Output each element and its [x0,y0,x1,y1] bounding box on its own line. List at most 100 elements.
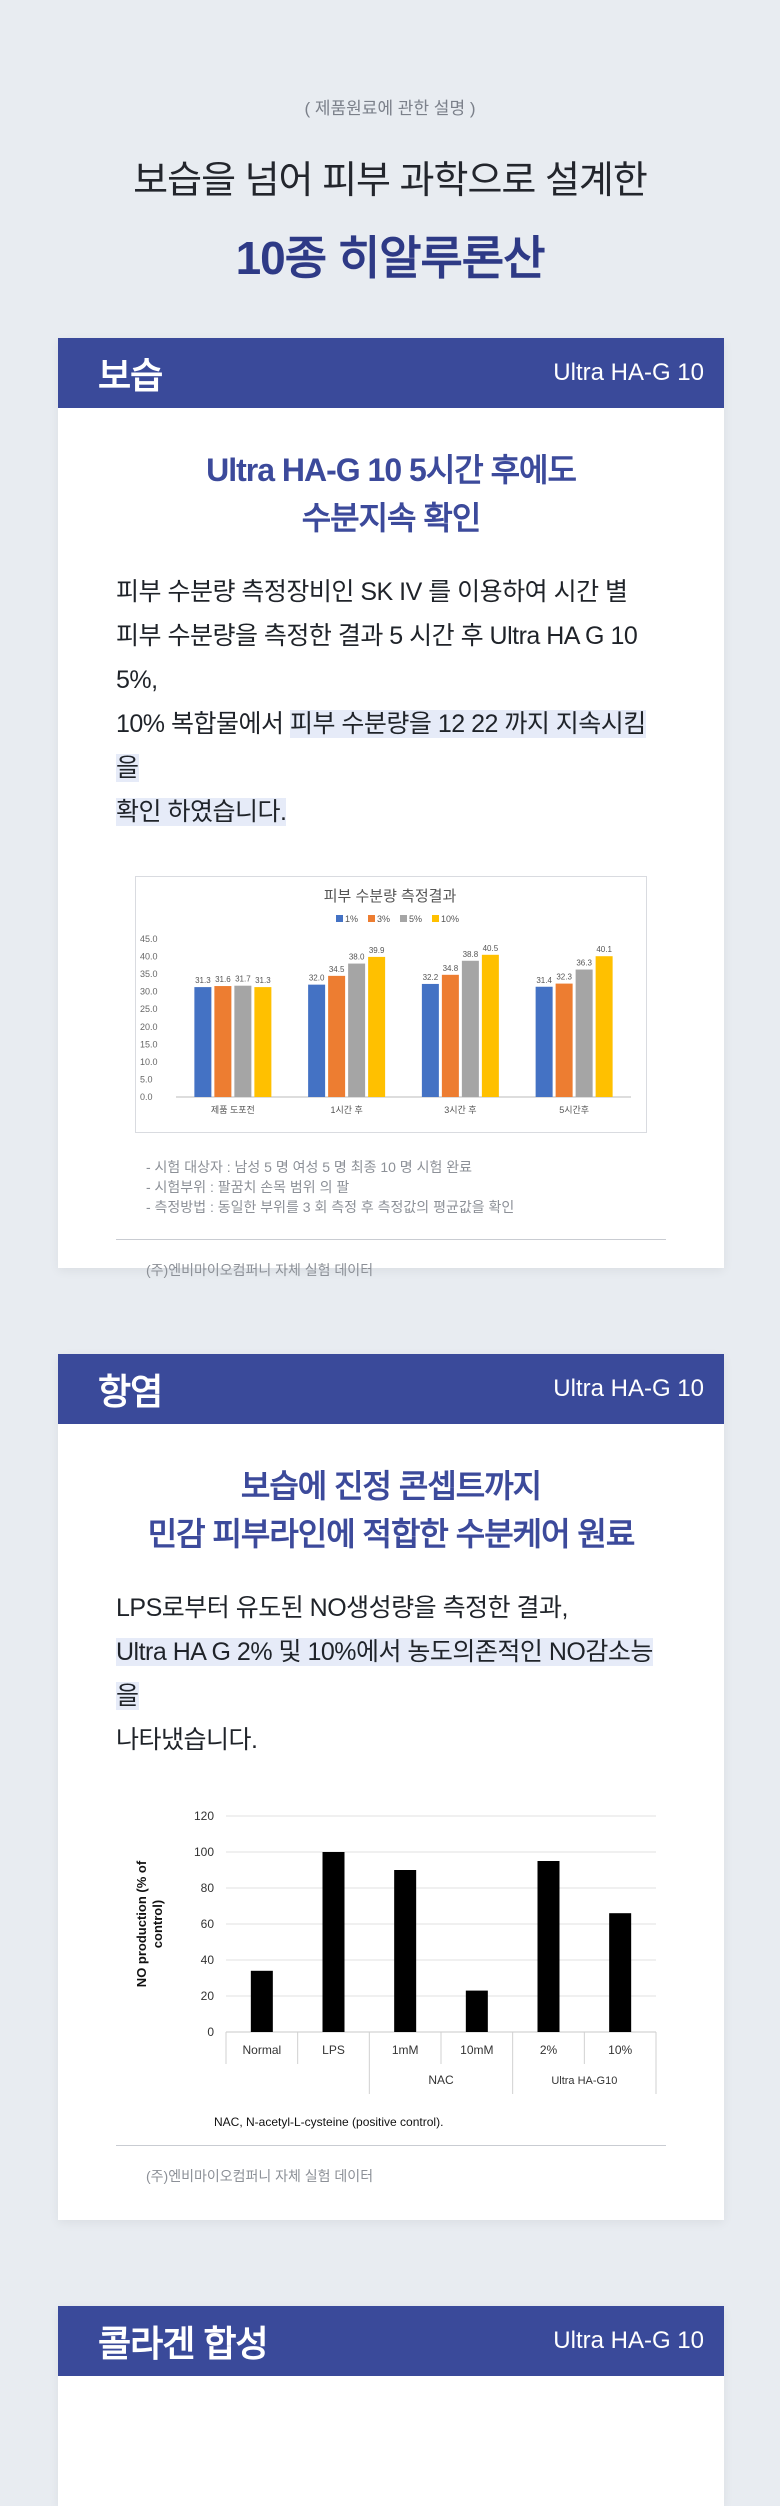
x-tick-label: 1mM [392,2043,419,2057]
legend-label: 5% [409,914,422,924]
y-tick-label: 60 [201,1917,215,1931]
y-tick-label: 100 [194,1845,214,1859]
bar [421,983,439,1097]
legend-swatch [432,915,439,922]
desc-line: 10% 복합물에서 [116,710,290,738]
moisture-card: 보습 Ultra HA-G 10 Ultra HA-G 10 5시간 후에도 수… [58,338,724,1278]
legend-label: 10% [441,914,459,924]
chart-caption: NAC, N-acetyl-L-cysteine (positive contr… [214,2115,443,2129]
bar [537,1861,560,2032]
y-tick-label: 20 [201,1989,215,2003]
bar [368,956,386,1097]
test-notes: - 시험 대상자 : 남성 5 명 여성 5 명 최종 10 명 시험 완료 -… [146,1157,666,1217]
section-subtitle: 보습에 진정 콘셉트까지 민감 피부라인에 적합한 수분케어 원료 [116,1462,666,1558]
data-label: 34.8 [443,964,459,973]
legend-swatch [400,915,407,922]
bar [348,963,366,1097]
x-tick-label: 10% [608,2043,632,2057]
y-tick-label: 35.0 [140,969,158,979]
legend-label: 3% [377,914,390,924]
data-label: 31.3 [255,976,271,985]
bar [465,1990,488,2032]
data-label: 31.6 [215,975,231,984]
y-axis-label: NO production (% ofcontrol) [134,1860,165,1987]
x-tick-label: 5시간후 [559,1105,589,1115]
data-label: 32.0 [309,974,325,983]
y-tick-label: 5.0 [140,1074,153,1084]
desc-line: LPS로부터 유도된 NO생성량을 측정한 결과, [116,1594,568,1622]
y-tick-label: 0 [207,2025,214,2039]
section-description: 피부 수분량 측정장비인 SK IV 를 이용하여 시간 별 피부 수분량을 측… [116,570,666,834]
legend-swatch [368,915,375,922]
collagen-card: 콜라겐 합성 Ultra HA-G 10 [58,2306,724,2506]
data-label: 31.7 [235,975,251,984]
highlighted-text: Ultra HA G 2% 및 10%에서 농도의존적인 NO감소능을 [116,1638,653,1710]
intro-headline: 보습을 넘어 피부 과학으로 설계한 [133,160,648,202]
bar [535,986,553,1097]
y-tick-label: 20.0 [140,1022,158,1032]
legend-swatch [336,915,343,922]
highlighted-text: 확인 하였습니다. [116,798,287,826]
y-tick-label: 40 [201,1953,215,1967]
bar [394,1870,417,2032]
x-tick-label: 2% [540,2043,558,2057]
section-description: LPS로부터 유도된 NO생성량을 측정한 결과, Ultra HA G 2% … [116,1586,666,1762]
subtitle-line: 민감 피부라인에 적합한 수분케어 원료 [147,1516,636,1552]
bar [441,974,459,1097]
moisture-card-header: 보습 Ultra HA-G 10 [58,338,724,408]
bar [609,1913,632,2032]
bar [322,1852,345,2032]
x-tick-label: 1시간 후 [330,1105,362,1115]
section-title: 콜라겐 합성 [98,2323,269,2364]
data-label: 31.3 [195,976,211,985]
bar [308,984,326,1097]
subtitle-line: Ultra HA-G 10 5시간 후에도 [206,452,577,488]
data-label: 36.3 [576,959,592,968]
y-tick-label: 40.0 [140,952,158,962]
data-label: 34.5 [329,965,345,974]
intro-section: ( 제품원료에 관한 설명 ) 보습을 넘어 피부 과학으로 설계한 10종 히… [0,0,780,288]
data-label: 40.1 [596,945,612,954]
y-tick-label: 80 [201,1881,215,1895]
data-label: 31.4 [536,976,552,985]
group-label: Ultra HA-G10 [551,2075,617,2087]
x-tick-label: 제품 도포전 [211,1105,255,1115]
legend-label: 1% [345,914,358,924]
bar [250,1970,273,2032]
anti-inflammatory-card-header: 항염 Ultra HA-G 10 [58,1354,724,1424]
note-item: - 측정방법 : 동일한 부위를 3 회 측정 후 측정값의 평균값을 확인 [146,1199,515,1215]
bar [328,975,346,1097]
data-source: (주)엔비마이오컴퍼니 자체 실험 데이터 [146,2168,374,2184]
y-tick-label: 0.0 [140,1092,153,1102]
bar [575,969,593,1097]
section-title: 보습 [98,355,163,396]
y-tick-label: 25.0 [140,1004,158,1014]
section-tag: Ultra HA-G 10 [553,1375,704,1402]
data-label: 32.2 [423,973,439,982]
collagen-card-header: 콜라겐 합성 Ultra HA-G 10 [58,2306,724,2376]
desc-line: 나타냈습니다. [116,1726,258,1754]
x-tick-label: LPS [322,2043,345,2057]
data-source: (주)엔비마이오컴퍼니 자체 실험 데이터 [146,1262,374,1278]
subtitle-line: 보습에 진정 콘셉트까지 [240,1468,542,1504]
divider [116,1239,666,1240]
y-tick-label: 15.0 [140,1039,158,1049]
bar [595,956,613,1097]
no-production-chart: 0 20 40 60 80 100 120 NO production (% ofcontro… [116,1802,666,2137]
product-name: 10종 히알루론산 [235,232,546,284]
divider [116,2145,666,2146]
intro-subtitle: ( 제품원료에 관한 설명 ) [304,99,476,118]
y-tick-label: 30.0 [140,987,158,997]
moisture-chart: 피부 수분량 측정결과 1% 3% 5% 10% 0.0 5.0 10.0 15.0 20.0 25… [135,876,647,1133]
section-subtitle: Ultra HA-G 10 5시간 후에도 수분지속 확인 [116,446,666,542]
bar [481,954,499,1097]
x-tick-label: Normal [242,2043,281,2057]
no-production-chart-svg: 0 20 40 60 80 100 120 NO production (% ofcontro… [134,1809,657,2129]
section-tag: Ultra HA-G 10 [553,2327,704,2354]
data-label: 39.9 [369,946,385,955]
bar [555,983,573,1097]
anti-inflammatory-card: 항염 Ultra HA-G 10 보습에 진정 콘셉트까지 민감 피부라인에 적… [58,1354,724,2220]
bar [214,986,232,1097]
bar [194,987,212,1097]
data-label: 38.0 [349,953,365,962]
